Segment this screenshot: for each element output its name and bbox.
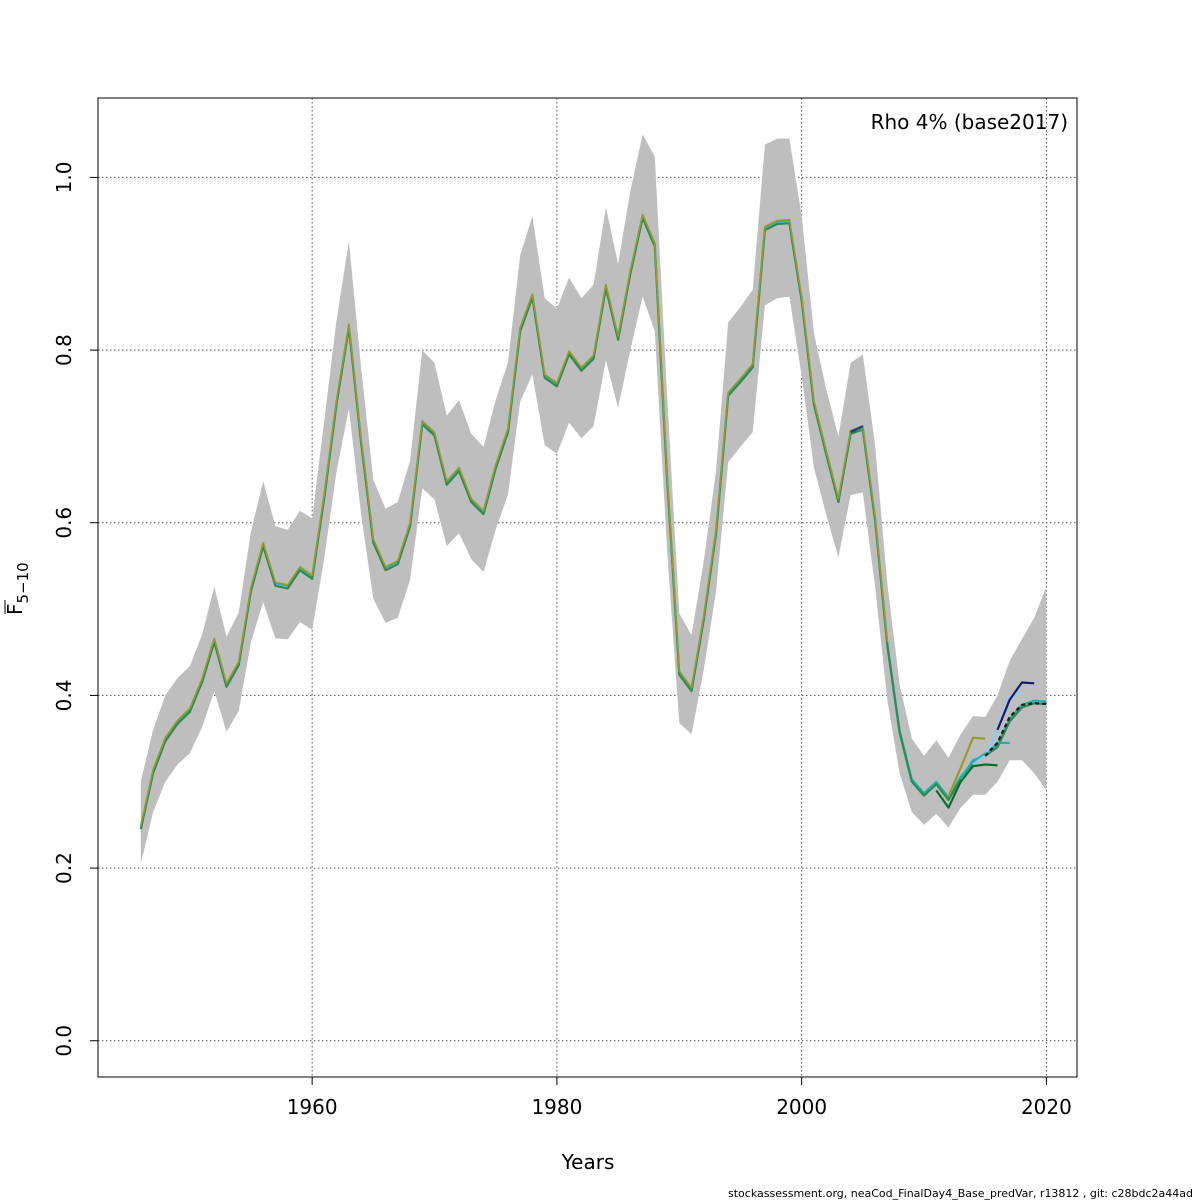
x-axis-title: Years bbox=[561, 1150, 615, 1174]
y-tick-label: 0.8 bbox=[52, 334, 76, 366]
y-axis-title-subscript: 5−10 bbox=[14, 562, 32, 603]
confidence-band bbox=[140, 134, 1047, 864]
plot-border bbox=[97, 97, 1078, 1078]
legend-label: Rho 4% (base2017) bbox=[871, 110, 1068, 134]
series-line-peel-4 bbox=[850, 425, 864, 434]
series-line-retro-olive bbox=[140, 213, 889, 826]
y-tick-label: 0.4 bbox=[52, 680, 76, 712]
series-line-base bbox=[139, 216, 1047, 830]
axis-layer: 1960 1980 2000 2020 0.0 0.2 0.4 0.6 0.8 1.0 bbox=[52, 162, 1072, 1119]
y-tick-label: 0.2 bbox=[52, 852, 76, 884]
series-layer bbox=[139, 213, 1047, 830]
x-tick-label: 2000 bbox=[776, 1095, 827, 1119]
series-line-dashed bbox=[984, 702, 1047, 757]
y-axis-title-main: F bbox=[3, 603, 27, 615]
footer-caption: stockassessment.org, neaCod_FinalDay4_Ba… bbox=[728, 1187, 1193, 1200]
y-tick-label: 0.6 bbox=[52, 507, 76, 539]
x-tick-label: 2020 bbox=[1021, 1095, 1072, 1119]
series-line-peel-1 bbox=[947, 736, 986, 797]
series-line-peel-2 bbox=[935, 763, 998, 809]
y-tick-label: 1.0 bbox=[52, 162, 76, 194]
x-tick-label: 1960 bbox=[287, 1095, 338, 1119]
svg-text:F5−10: F5−10 bbox=[3, 562, 32, 615]
y-axis-title: F5−10 bbox=[3, 562, 32, 615]
y-tick-label: 0.0 bbox=[52, 1025, 76, 1057]
x-tick-label: 1980 bbox=[531, 1095, 582, 1119]
series-line-peel-6 bbox=[996, 681, 1035, 731]
